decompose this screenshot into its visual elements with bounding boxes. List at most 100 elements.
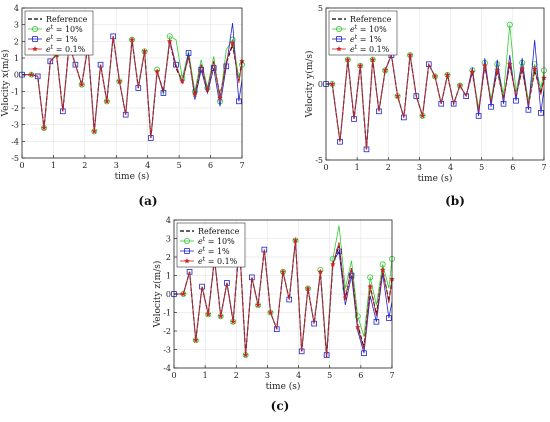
x-tick-label: 3 <box>417 163 422 172</box>
legend-entry: et = 0.1% <box>198 256 238 266</box>
data-point <box>369 56 376 63</box>
data-point <box>438 100 445 107</box>
data-point <box>329 261 336 267</box>
legend-entry: et = 1% <box>198 246 230 256</box>
data-point <box>166 38 173 44</box>
data-point <box>382 67 389 73</box>
x-tick-label: 4 <box>296 371 301 380</box>
x-tick-label: 6 <box>208 161 213 170</box>
legend-entry: Reference <box>198 227 240 236</box>
legend-entry: et = 0.1% <box>350 44 390 54</box>
data-point <box>469 68 476 75</box>
x-axis-label: time (s) <box>115 171 150 182</box>
data-point <box>185 50 192 56</box>
data-point <box>242 352 249 358</box>
data-point <box>348 272 355 279</box>
x-axis-label: time (s) <box>418 173 453 184</box>
data-point <box>407 52 413 58</box>
x-tick-label: 2 <box>386 163 391 172</box>
data-point <box>506 61 513 67</box>
data-point <box>419 112 426 119</box>
x-tick-label: 4 <box>448 163 453 172</box>
y-axis-label: Velocity y(m/s) <box>304 50 315 118</box>
data-point <box>180 291 187 297</box>
y-tick-label: -2 <box>163 327 171 336</box>
x-tick-label: 3 <box>265 371 270 380</box>
data-point <box>205 311 212 317</box>
data-point <box>41 125 47 131</box>
y-tick-label: -5 <box>315 156 323 165</box>
data-point <box>217 313 224 319</box>
data-point <box>494 67 501 73</box>
data-point <box>342 285 349 292</box>
data-point <box>367 283 374 290</box>
axes-frame <box>21 7 243 159</box>
y-tick-label: 1 <box>166 272 171 281</box>
chart-panel-c: 0 1 2 3 4 5 6 7 4 3 2 1 0 -1 -2 -3 -4 time (s) Velocity z(… <box>152 216 395 413</box>
y-tick-label: 4 <box>14 4 19 13</box>
x-tick-label: 5 <box>327 371 332 380</box>
legend-marker <box>32 36 38 42</box>
legend-entry: et = 10% <box>46 24 83 34</box>
x-tick-label: 5 <box>479 163 484 172</box>
data-point <box>236 98 242 105</box>
x-tick-label: 7 <box>239 161 244 170</box>
legend-box <box>328 10 398 56</box>
data-point <box>72 61 79 68</box>
data-point <box>525 107 532 113</box>
legend-entry: et = 10% <box>350 24 387 34</box>
data-point <box>342 294 349 301</box>
legend-marker <box>335 25 342 32</box>
y-tick-label: 0 <box>166 290 171 299</box>
legend-entry: et = 10% <box>198 236 235 246</box>
x-tick-label: 5 <box>177 161 182 170</box>
data-point <box>531 65 538 72</box>
legend-marker <box>183 237 190 244</box>
series-line <box>174 240 393 357</box>
data-point <box>379 266 386 273</box>
data-point <box>457 82 463 88</box>
x-tick-label: 2 <box>234 371 239 380</box>
data-point <box>116 78 123 84</box>
data-point <box>104 98 110 104</box>
y-tick-label: -3 <box>11 121 19 130</box>
series-3 <box>326 52 547 150</box>
x-tick-label: 6 <box>358 371 363 380</box>
x-tick-label: 1 <box>203 371 208 380</box>
data-point <box>519 65 526 72</box>
legend-entry: Reference <box>350 15 392 24</box>
legend-marker <box>184 248 190 254</box>
data-point <box>357 62 364 69</box>
series-line <box>22 36 243 139</box>
data-point <box>463 93 469 99</box>
data-point <box>305 285 311 291</box>
legend-entry: et = 1% <box>350 34 382 44</box>
x-tick-label: 1 <box>355 163 360 172</box>
data-point <box>154 68 160 74</box>
data-point <box>198 66 204 73</box>
data-point <box>506 21 513 28</box>
data-point <box>354 313 361 320</box>
x-tick-label: 0 <box>323 163 328 172</box>
series-line <box>326 53 545 150</box>
legend-marker <box>32 46 38 52</box>
data-point <box>141 48 148 54</box>
data-point <box>255 302 261 308</box>
chart-panel-a: 0 1 2 3 4 5 6 7 4 3 2 1 0 -1 -2 -3 -4 -5 time (s) Velocity … <box>0 4 245 208</box>
data-point <box>280 268 286 275</box>
data-point <box>538 110 544 116</box>
x-tick-label: 0 <box>19 161 24 170</box>
y-tick-label: -3 <box>163 346 171 355</box>
data-point <box>179 78 186 84</box>
x-tick-label: 4 <box>145 161 150 170</box>
y-tick-label: -4 <box>11 137 19 146</box>
data-point <box>204 86 211 93</box>
data-point <box>432 73 438 79</box>
x-tick-label: 0 <box>171 371 176 380</box>
legend-marker <box>32 25 39 32</box>
